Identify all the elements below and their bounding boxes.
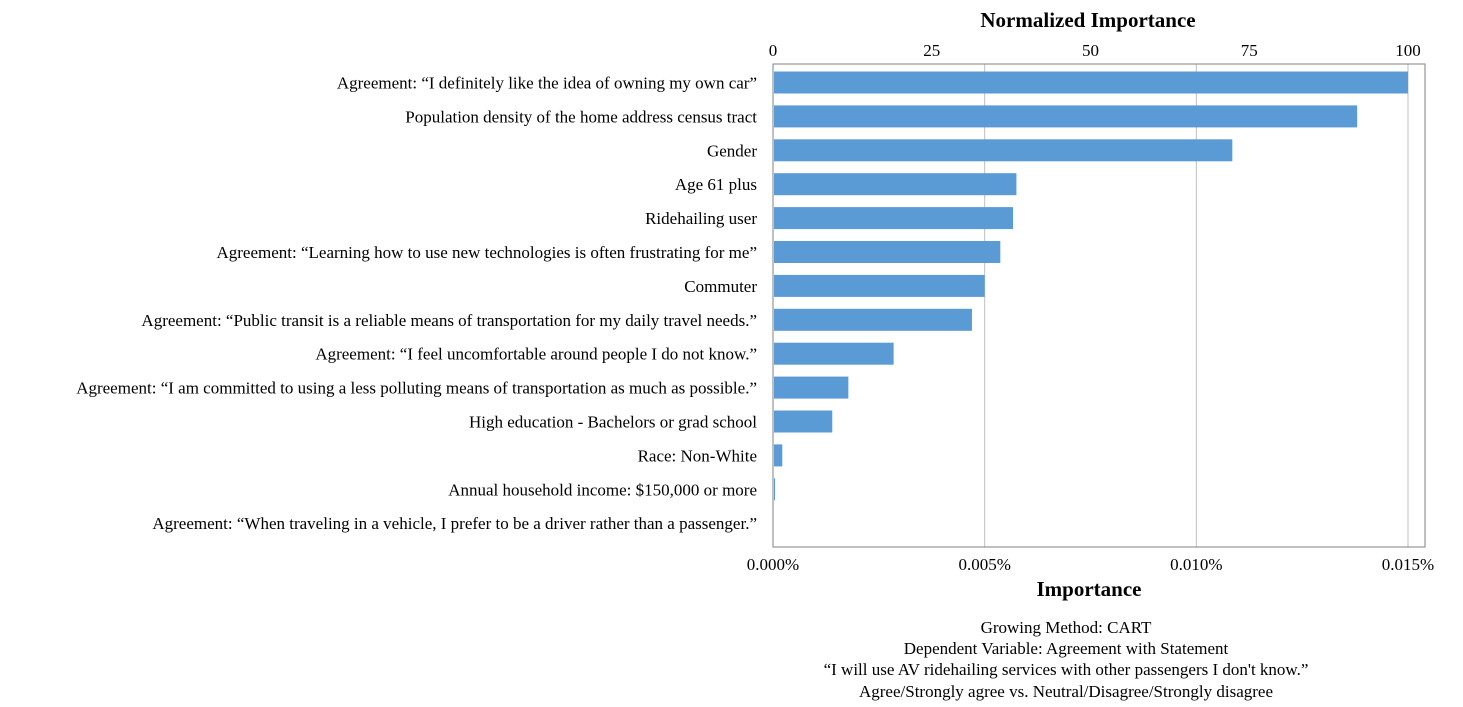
note-response-grouping: Agree/Strongly agree vs. Neutral/Disagre… (859, 682, 1273, 701)
plot-frame (772, 63, 1426, 548)
category-label: Agreement: “Public transit is a reliable… (141, 311, 757, 330)
gridlines (984, 64, 1409, 547)
bottom-tick-label: 0.000% (747, 555, 799, 574)
bar (774, 478, 775, 501)
bottom-tick-label: 0.005% (958, 555, 1010, 574)
bars (774, 71, 1408, 501)
bottom-tick-label: 0.015% (1382, 555, 1434, 574)
bar (774, 444, 783, 467)
top-tick-label: 75 (1241, 41, 1258, 60)
bar (774, 71, 1408, 94)
note-growing-method: Growing Method: CART (981, 618, 1152, 637)
category-label: High education - Bachelors or grad schoo… (469, 413, 757, 432)
bar (774, 207, 1014, 230)
top-tick-label: 50 (1082, 41, 1099, 60)
category-label: Agreement: “Learning how to use new tech… (216, 243, 757, 262)
bar (774, 241, 1001, 263)
top-tick-label: 0 (769, 41, 778, 60)
bar (774, 342, 894, 365)
bar (774, 410, 833, 433)
bar (774, 139, 1233, 162)
category-label: Agreement: “When traveling in a vehicle,… (152, 514, 757, 533)
category-label: Commuter (684, 277, 757, 296)
category-label: Race: Non-White (638, 446, 757, 465)
bottom-tick-label: 0.010% (1170, 555, 1222, 574)
category-label: Agreement: “I definitely like the idea o… (337, 74, 757, 93)
category-label: Gender (707, 141, 757, 160)
category-labels: Agreement: “I definitely like the idea o… (76, 74, 757, 534)
note-statement: “I will use AV ridehailing services with… (824, 660, 1309, 679)
category-label: Agreement: “I am committed to using a le… (76, 379, 757, 398)
top-axis-title: Normalized Importance (980, 8, 1195, 32)
bottom-axis-title: Importance (1037, 577, 1142, 601)
category-label: Ridehailing user (645, 209, 757, 228)
top-tick-label: 100 (1395, 41, 1421, 60)
category-label: Agreement: “I feel uncomfortable around … (315, 345, 757, 364)
category-label: Annual household income: $150,000 or mor… (448, 480, 757, 499)
category-label: Age 61 plus (675, 175, 757, 194)
category-label: Population density of the home address c… (405, 107, 757, 126)
bar (774, 105, 1358, 128)
bottom-axis-ticks: 0.000% 0.005% 0.010% 0.015% (747, 555, 1434, 574)
note-dependent-variable: Dependent Variable: Agreement with State… (904, 639, 1229, 658)
top-axis-ticks: 0 25 50 75 100 (769, 41, 1421, 60)
chart-notes: Growing Method: CART Dependent Variable:… (824, 618, 1309, 701)
top-tick-label: 25 (923, 41, 940, 60)
bar (774, 173, 1017, 196)
bar (774, 274, 985, 297)
bar (774, 376, 849, 399)
bar (774, 308, 972, 331)
